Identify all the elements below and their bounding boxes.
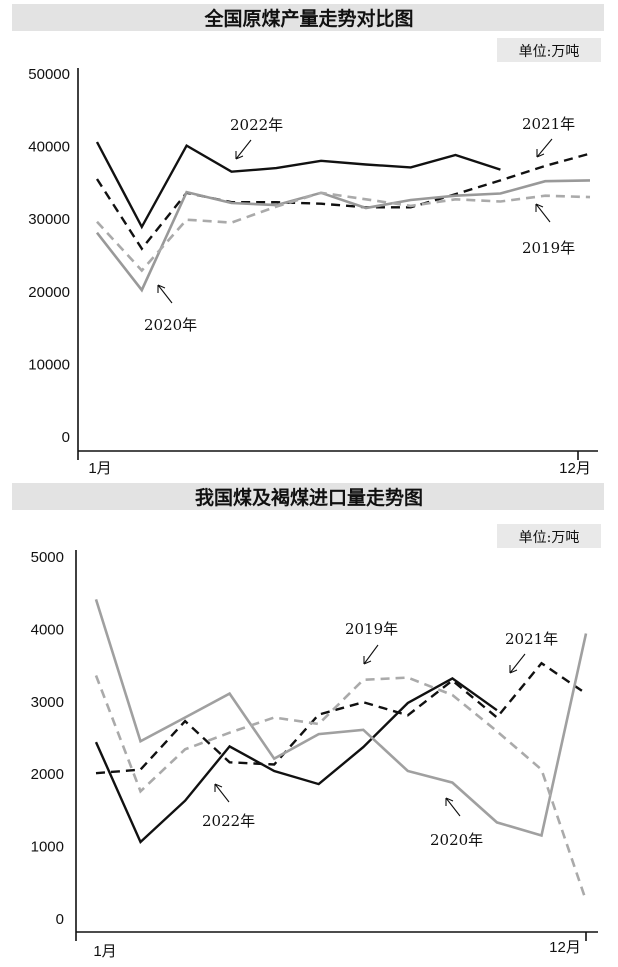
series-line-2021	[95, 152, 591, 251]
y-tick-label: 2000	[31, 766, 64, 783]
y-tick-label: 20000	[28, 284, 70, 301]
x-label-end: 12月	[559, 460, 591, 477]
series-line-2019	[96, 191, 591, 273]
annotation-2019: 2019年	[522, 203, 575, 257]
chart-title-bar	[12, 483, 604, 510]
chart-title: 我国煤及褐煤进口量走势图	[195, 486, 423, 509]
y-tick-label: 10000	[28, 356, 70, 373]
x-label-end: 12月	[549, 939, 581, 956]
series-label-2019: 2019年	[345, 620, 398, 638]
unit-label: 单位:万吨	[519, 530, 580, 546]
arrow-icon	[536, 138, 553, 158]
chart-title-bar	[12, 4, 604, 31]
y-tick-label: 40000	[28, 139, 70, 156]
unit-label: 单位:万吨	[519, 44, 580, 60]
arrow-icon	[445, 797, 461, 817]
y-tick-label: 4000	[31, 621, 64, 638]
annotation-2020: 2020年	[430, 797, 483, 849]
series-line-2022	[94, 676, 498, 845]
series-line-2020	[94, 599, 588, 838]
series-line-2020	[95, 179, 591, 293]
unit-label-bar	[497, 524, 601, 548]
chart-production: 全国原煤产量走势对比图 单位:万吨 0 10000 20000 30000 40000 5…	[12, 4, 604, 477]
chart-title: 全国原煤产量走势对比图	[203, 7, 413, 30]
series-label-2021: 2021年	[505, 630, 558, 648]
annotation-2021: 2021年	[522, 115, 575, 158]
y-tick-label: 0	[62, 429, 70, 446]
y-tick-label: 1000	[31, 839, 64, 856]
series-group	[94, 599, 588, 902]
y-tick-label: 30000	[28, 211, 70, 228]
annotation-2022: 2022年	[202, 783, 255, 830]
series-label-2020: 2020年	[430, 831, 483, 849]
arrow-icon	[363, 644, 379, 665]
series-group	[95, 141, 591, 293]
annotation-2020: 2020年	[144, 284, 197, 334]
x-label-start: 1月	[88, 460, 111, 477]
series-label-2022: 2022年	[202, 812, 255, 830]
y-tick-label: 3000	[31, 694, 64, 711]
unit-label-bar	[497, 38, 601, 62]
y-tick-label: 0	[56, 911, 64, 928]
y-tick-labels: 0 10000 20000 30000 40000 50000	[28, 66, 70, 446]
series-label-2020: 2020年	[144, 316, 197, 334]
series-label-2021: 2021年	[522, 115, 575, 133]
annotation-2019: 2019年	[345, 620, 398, 665]
arrow-icon	[214, 783, 230, 803]
series-line-2021	[95, 661, 587, 775]
series-label-2019: 2019年	[522, 239, 575, 257]
annotation-2022: 2022年	[230, 116, 283, 160]
arrow-icon	[509, 653, 526, 674]
series-label-2022: 2022年	[230, 116, 283, 134]
arrow-icon	[157, 284, 173, 304]
series-line-2022	[95, 141, 501, 230]
annotation-2021: 2021年	[505, 630, 558, 674]
chart-imports: 我国煤及褐煤进口量走势图 单位:万吨 0 1000 2000 3000 4000 5000…	[12, 483, 604, 960]
arrow-icon	[235, 139, 252, 160]
y-tick-labels: 0 1000 2000 3000 4000 5000	[31, 549, 64, 928]
x-label-start: 1月	[93, 943, 116, 960]
arrow-icon	[535, 203, 551, 223]
series-line-2019	[94, 675, 588, 902]
y-tick-label: 50000	[28, 66, 70, 83]
y-tick-label: 5000	[31, 549, 64, 566]
